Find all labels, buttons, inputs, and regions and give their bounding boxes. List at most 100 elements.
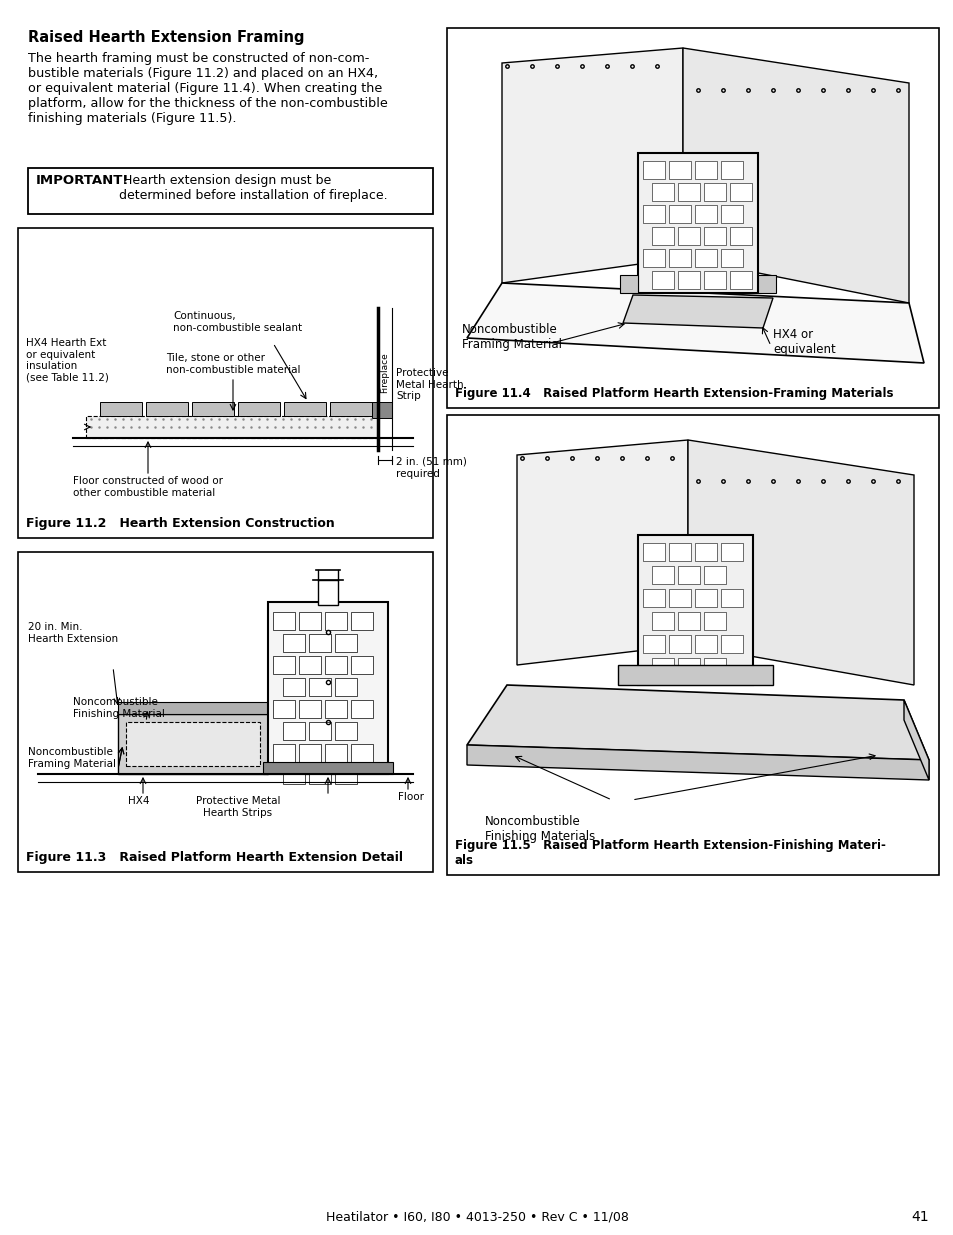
- Bar: [309, 722, 331, 740]
- Polygon shape: [467, 685, 928, 760]
- Bar: [298, 743, 320, 762]
- Bar: [325, 656, 347, 674]
- Text: Noncombustible
Finishing Material: Noncombustible Finishing Material: [73, 697, 165, 719]
- Text: Hearth extension design must be
determined before installation of fireplace.: Hearth extension design must be determin…: [119, 174, 387, 203]
- Bar: [668, 249, 690, 267]
- Bar: [703, 658, 725, 676]
- Text: HX4 Hearth Ext
or equivalent
insulation
(see Table 11.2): HX4 Hearth Ext or equivalent insulation …: [26, 338, 109, 383]
- Bar: [678, 658, 700, 676]
- Bar: [638, 535, 752, 685]
- Bar: [618, 664, 772, 685]
- Bar: [678, 227, 700, 245]
- Bar: [720, 635, 742, 653]
- Text: Figure 11.5   Raised Platform Hearth Extension-Finishing Materi-
als: Figure 11.5 Raised Platform Hearth Exten…: [455, 839, 885, 867]
- Bar: [642, 205, 664, 224]
- Text: IMPORTANT!: IMPORTANT!: [36, 174, 130, 186]
- Text: The hearth framing must be constructed of non-com-
bustible materials (Figure 11: The hearth framing must be constructed o…: [28, 52, 387, 125]
- Bar: [729, 270, 751, 289]
- Text: Floor constructed of wood or
other combustible material: Floor constructed of wood or other combu…: [73, 475, 223, 498]
- Bar: [695, 589, 717, 606]
- Bar: [678, 566, 700, 584]
- Bar: [273, 656, 294, 674]
- Bar: [268, 601, 388, 774]
- Bar: [703, 183, 725, 201]
- Bar: [118, 701, 268, 714]
- Polygon shape: [622, 295, 772, 329]
- Bar: [283, 678, 305, 697]
- Bar: [668, 589, 690, 606]
- Text: HX4 or
equivalent: HX4 or equivalent: [772, 329, 835, 356]
- Bar: [351, 700, 373, 718]
- Bar: [351, 613, 373, 630]
- Bar: [678, 270, 700, 289]
- Bar: [351, 743, 373, 762]
- Bar: [263, 762, 393, 774]
- Text: 41: 41: [910, 1210, 928, 1224]
- Bar: [18, 552, 433, 872]
- Bar: [695, 161, 717, 179]
- Text: 2 in. (51 mm)
required: 2 in. (51 mm) required: [395, 457, 466, 479]
- Bar: [335, 766, 356, 784]
- Bar: [695, 635, 717, 653]
- Bar: [678, 613, 700, 630]
- Bar: [651, 566, 673, 584]
- Text: Figure 11.2   Hearth Extension Construction: Figure 11.2 Hearth Extension Constructio…: [26, 517, 335, 530]
- Bar: [758, 275, 775, 293]
- Bar: [703, 227, 725, 245]
- Bar: [729, 183, 751, 201]
- Bar: [642, 589, 664, 606]
- Polygon shape: [467, 745, 928, 781]
- Bar: [309, 678, 331, 697]
- Bar: [651, 183, 673, 201]
- Bar: [651, 613, 673, 630]
- Bar: [642, 543, 664, 561]
- Bar: [335, 634, 356, 652]
- Polygon shape: [501, 48, 682, 283]
- Bar: [668, 161, 690, 179]
- Bar: [298, 613, 320, 630]
- Bar: [703, 270, 725, 289]
- Bar: [283, 766, 305, 784]
- Bar: [642, 249, 664, 267]
- Bar: [298, 656, 320, 674]
- Text: Figure 11.3   Raised Platform Hearth Extension Detail: Figure 11.3 Raised Platform Hearth Exten…: [26, 851, 402, 864]
- Text: Noncombustible
Framing Material: Noncombustible Framing Material: [461, 324, 561, 351]
- Text: Noncombustible
Framing Material: Noncombustible Framing Material: [28, 747, 116, 768]
- Bar: [317, 580, 337, 605]
- Text: Noncombustible
Finishing Materials: Noncombustible Finishing Materials: [484, 815, 595, 844]
- Polygon shape: [517, 440, 687, 664]
- Bar: [695, 249, 717, 267]
- Bar: [325, 613, 347, 630]
- Polygon shape: [682, 48, 908, 303]
- Bar: [703, 566, 725, 584]
- Bar: [273, 613, 294, 630]
- Bar: [100, 403, 142, 416]
- Bar: [651, 658, 673, 676]
- Bar: [146, 403, 188, 416]
- Text: Floor: Floor: [397, 792, 423, 802]
- Bar: [642, 635, 664, 653]
- Bar: [447, 28, 938, 408]
- Bar: [192, 403, 233, 416]
- Bar: [309, 634, 331, 652]
- Bar: [273, 700, 294, 718]
- Text: Fireplace: Fireplace: [380, 353, 389, 394]
- Bar: [638, 153, 758, 293]
- Bar: [28, 168, 433, 214]
- Bar: [678, 183, 700, 201]
- Bar: [651, 270, 673, 289]
- Bar: [126, 722, 260, 766]
- Bar: [668, 543, 690, 561]
- Bar: [325, 743, 347, 762]
- Bar: [335, 678, 356, 697]
- Bar: [720, 205, 742, 224]
- Bar: [668, 205, 690, 224]
- Bar: [309, 766, 331, 784]
- Bar: [720, 161, 742, 179]
- Bar: [642, 161, 664, 179]
- Bar: [619, 275, 638, 293]
- Bar: [651, 227, 673, 245]
- Bar: [447, 415, 938, 876]
- Polygon shape: [467, 283, 923, 363]
- Bar: [325, 700, 347, 718]
